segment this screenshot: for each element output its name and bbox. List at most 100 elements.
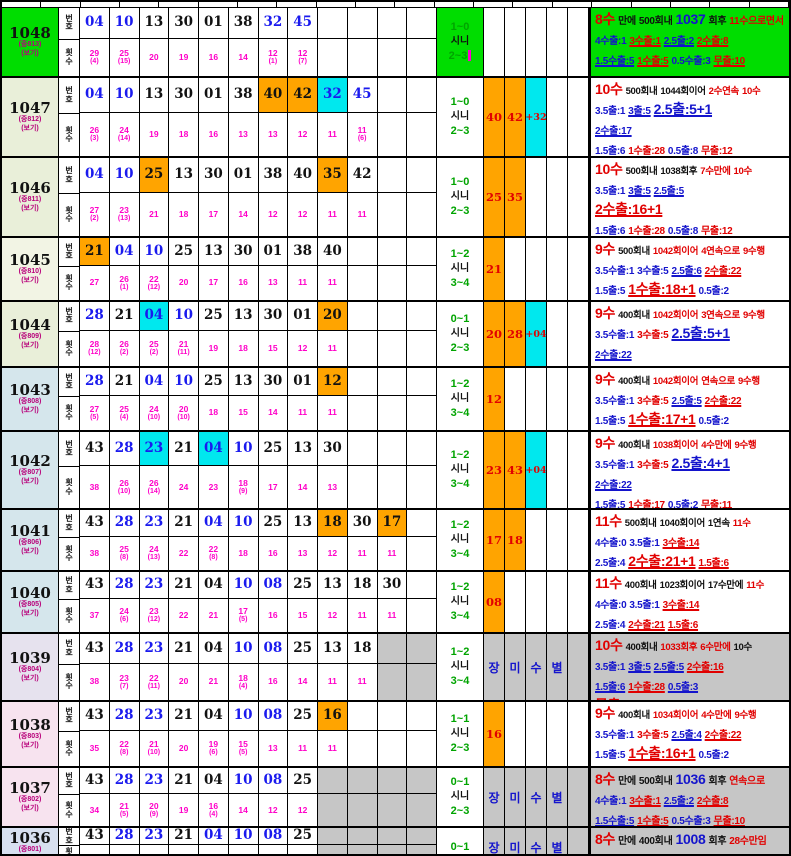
count-paren: (10)	[117, 487, 131, 495]
round-number: 1043	[9, 381, 51, 400]
count-cell: 20	[169, 265, 199, 300]
note-segment: 1수출:28	[628, 226, 665, 236]
count-value: 19	[208, 739, 219, 750]
count-cell	[407, 113, 437, 156]
note-line: 무출:11	[595, 764, 786, 766]
count-paren: (5)	[90, 413, 99, 421]
round-label: 1038 (중803) (보기)	[2, 702, 59, 766]
note-segment: 10수	[595, 161, 623, 177]
pattern-line: 3~4	[450, 674, 470, 687]
view-link[interactable]: (보기)	[21, 49, 39, 57]
pattern-line: 1~2	[450, 581, 470, 594]
note-segment: 2수출:16+1	[595, 201, 663, 217]
number-cell: 04	[80, 8, 110, 39]
note-segment: 28수만임	[729, 836, 767, 847]
note-segment: 1수출:18+1	[628, 281, 696, 297]
count-cell	[378, 466, 408, 508]
view-link[interactable]: (보기)	[21, 547, 39, 555]
note-line: 8수 만에 500회내 1036 회후 연속으로	[595, 770, 786, 790]
pattern-line: 1~0	[450, 176, 470, 189]
number-cell	[377, 368, 408, 396]
round-sublabel: (중806)	[18, 539, 42, 547]
count-paren: (7)	[298, 58, 307, 66]
number-cell: 13	[288, 510, 318, 537]
number-cell: 40	[258, 78, 289, 114]
count-value: 26	[119, 339, 129, 350]
view-link[interactable]: (보기)	[21, 124, 39, 132]
count-row-header: 횟 수	[65, 125, 73, 144]
count-cell: 23 (7)	[110, 663, 140, 700]
number-row-header: 번 호	[59, 634, 79, 665]
note-segment: 10수	[733, 166, 753, 177]
view-link[interactable]: (보기)	[21, 741, 39, 749]
count-value: 24	[149, 403, 159, 414]
note-segment: 1008	[675, 831, 706, 847]
note-segment: 2.5출:5+1	[671, 325, 730, 341]
count-cell: 22 (12)	[140, 265, 170, 300]
count-row-header: 횟 수	[65, 672, 73, 691]
highlight-cell	[568, 238, 589, 300]
pattern-line: 시니	[450, 111, 470, 123]
round-sublabel: (중802)	[18, 796, 42, 804]
number-cell	[407, 432, 437, 467]
count-row-header: 횟 수	[65, 205, 73, 224]
highlight-cell	[526, 368, 547, 430]
note-line: 4수출:1 3수출:1 2.5출:2 2수출:8	[595, 30, 786, 50]
number-cell	[407, 238, 437, 266]
count-cell	[407, 466, 437, 508]
number-cell	[407, 828, 437, 846]
count-cell	[318, 38, 348, 76]
number-cell: 21	[169, 702, 199, 731]
number-cell: 40	[288, 158, 318, 194]
note-segment: 1수출:17+1	[628, 411, 696, 427]
view-link[interactable]: (보기)	[21, 341, 39, 349]
view-link[interactable]: (보기)	[21, 406, 39, 414]
highlight-cell	[568, 158, 589, 236]
count-value: 25	[119, 544, 129, 555]
count-row: 37 24 (6) 23 (12) 22 21 17 (5) 16 15 12 11 11	[80, 599, 437, 632]
pattern-cell: 1~0 시니 2~3	[437, 158, 484, 236]
number-cell	[347, 828, 378, 846]
note-segment: 3수출:14	[662, 538, 700, 549]
count-cell: 14	[288, 663, 318, 700]
cropped-cell	[592, 2, 632, 7]
count-cell: 19	[140, 113, 170, 156]
count-cell: 16	[199, 113, 229, 156]
note-segment: 9수	[595, 241, 616, 257]
view-link[interactable]: (보기)	[21, 804, 39, 812]
note-segment: 4수출:1	[595, 36, 627, 47]
highlight-cell	[568, 510, 589, 570]
highlight-cell	[505, 572, 526, 632]
count-cell: 29 (4)	[80, 38, 110, 76]
cropped-cell	[632, 2, 671, 7]
number-row-header: 번 호	[59, 158, 79, 195]
number-row: 43 28 23 21 04 10 08 25	[80, 828, 437, 846]
note-segment: 4수만에	[701, 440, 732, 451]
number-cell: 01	[288, 368, 318, 396]
number-cell: 30	[377, 572, 408, 599]
view-link[interactable]: (보기)	[21, 609, 39, 617]
number-cell: 16	[318, 702, 348, 731]
number-cell: 10	[228, 634, 259, 664]
count-value: 26	[119, 273, 129, 284]
view-link[interactable]: (보기)	[21, 276, 39, 284]
count-cell: 26 (2)	[110, 330, 140, 366]
count-cell: 20 (10)	[169, 395, 199, 430]
view-link[interactable]: (보기)	[21, 674, 39, 682]
round-number: 1047	[9, 99, 51, 118]
number-cell: 04	[109, 238, 140, 266]
note-line: 1.5출:5 1수출:18+1 0.5출:2	[595, 280, 786, 300]
count-cell: 17 (5)	[229, 599, 259, 632]
view-link[interactable]: (보기)	[21, 204, 39, 212]
count-cell: 11	[348, 193, 378, 236]
number-row-header: 번 호	[59, 368, 79, 397]
count-cell: 24 (13)	[140, 537, 170, 570]
highlight-cell: 수	[526, 634, 547, 700]
view-link[interactable]: (보기)	[21, 477, 39, 485]
numbers-grid: 43 28 23 21 04 10 25 13 18 30 17 38 25 (8) 24 (13) 22 22(…	[80, 510, 437, 570]
round-label: 1041 (중806) (보기)	[2, 510, 59, 570]
count-row: 38 23 (7) 22 (11) 20 21 18 (4) 16 14 11 11	[80, 663, 437, 700]
